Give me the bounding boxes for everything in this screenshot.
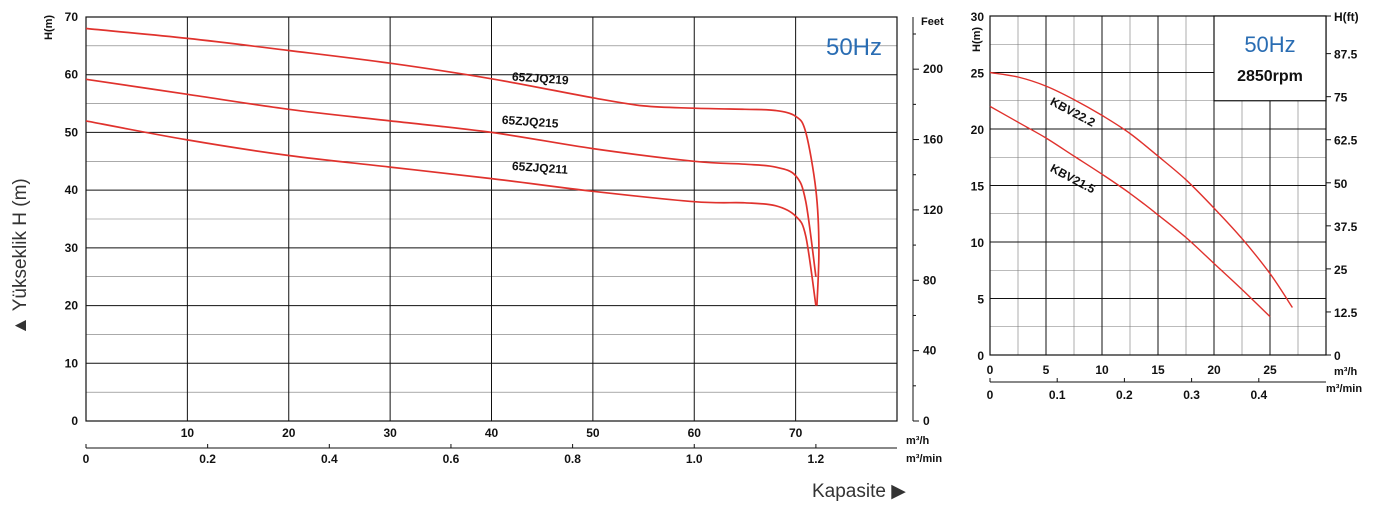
y2-tick-label: 37.5 <box>1334 220 1358 234</box>
y-tick-label: 0 <box>977 349 984 363</box>
x2-tick-label: 0.8 <box>564 452 581 466</box>
y-tick-label: 20 <box>65 299 79 313</box>
x2-tick-label: 1.2 <box>808 452 825 466</box>
y-side-label: ▲ Yükseklik H (m) <box>10 178 31 335</box>
y-tick-label: 10 <box>971 236 985 250</box>
y-tick-label: 25 <box>971 67 985 81</box>
y2-tick-label: H(ft) <box>1334 10 1359 24</box>
y2-tick-label: 62.5 <box>1334 134 1358 148</box>
x2-tick-label: 0 <box>987 388 994 402</box>
y2-tick-label: 40 <box>923 344 937 358</box>
x-unit-top: m³/h <box>1334 366 1358 378</box>
y-tick-label: 50 <box>65 125 79 139</box>
x-side-label: Kapasite ▶ <box>812 481 906 502</box>
x-unit-top: m³/h <box>906 435 930 447</box>
y-tick-label: 10 <box>65 356 79 370</box>
x-tick-label: 10 <box>181 426 195 440</box>
x2-tick-label: 0.1 <box>1049 388 1066 402</box>
x2-tick-label: 0.3 <box>1183 388 1200 402</box>
y-tick-label: 40 <box>65 183 79 197</box>
chart-65zjq: 0 10 20 30 40 50 60 70 10 20 30 40 50 60 70 0 0.2 0.4 0.6 0… <box>43 10 944 466</box>
info-box <box>1213 15 1327 102</box>
plot-frame <box>989 15 1327 356</box>
y-tick-label: 60 <box>65 68 79 82</box>
x-unit-bottom: m³/min <box>906 453 942 465</box>
x-tick-label: 30 <box>383 426 397 440</box>
series-label: 65ZJQ219 <box>512 70 570 88</box>
y2-tick-label: 0 <box>1334 349 1341 363</box>
y2-tick-label: 75 <box>1334 91 1348 105</box>
y2-tick-label: 12.5 <box>1334 306 1358 320</box>
x-tick-label: 50 <box>586 426 600 440</box>
x-tick-label: 25 <box>1263 363 1277 377</box>
series-line <box>989 71 1293 308</box>
chart-kbv: 0 5 10 15 20 25 30 0 5 10 15 20 25 0 0.1 0.2 0.3 0.4 0 12.5… <box>971 10 1363 402</box>
x-unit-bottom: m³/min <box>1326 383 1362 395</box>
series-label: 65ZJQ211 <box>512 159 569 177</box>
y-unit-label: H(m) <box>43 15 55 40</box>
series-line <box>85 27 820 306</box>
x2-tick-label: 0 <box>83 452 90 466</box>
y-tick-label: 20 <box>971 123 985 137</box>
plot-frame <box>85 16 898 422</box>
x-tick-label: 20 <box>282 426 296 440</box>
y-tick-label: 30 <box>971 10 985 24</box>
x2-tick-label: 0.2 <box>1116 388 1133 402</box>
x-tick-label: 5 <box>1043 363 1050 377</box>
x-tick-label: 0 <box>987 363 994 377</box>
y2-tick-label: 50 <box>1334 177 1348 191</box>
freq-label: 50Hz <box>826 34 882 61</box>
x2-tick-label: 1.0 <box>686 452 703 466</box>
x2-tick-label: 0.4 <box>321 452 338 466</box>
x-tick-label: 20 <box>1207 363 1221 377</box>
x2-tick-label: 0.6 <box>443 452 460 466</box>
x-tick-label: 10 <box>1095 363 1109 377</box>
y2-unit-label: Feet <box>921 16 944 28</box>
x2-tick-label: 0.2 <box>199 452 216 466</box>
series-line <box>989 105 1271 318</box>
x2-tick-label: 0.4 <box>1250 388 1267 402</box>
x-tick-label: 15 <box>1151 363 1165 377</box>
freq-label: 50Hz <box>1244 32 1295 57</box>
y-tick-label: 30 <box>65 241 79 255</box>
x-tick-label: 40 <box>485 426 499 440</box>
y2-tick-label: 25 <box>1334 263 1348 277</box>
series-label: 65ZJQ215 <box>501 113 559 131</box>
y2-tick-label: 120 <box>923 203 943 217</box>
y2-tick-label: 0 <box>923 414 930 428</box>
series-line <box>85 120 817 306</box>
y-tick-label: 0 <box>71 414 78 428</box>
y2-tick-label: 87.5 <box>1334 48 1358 62</box>
y2-tick-label: 160 <box>923 133 943 147</box>
x-tick-label: 60 <box>688 426 702 440</box>
series-line <box>85 78 817 277</box>
y-tick-label: 15 <box>971 180 985 194</box>
y-tick-label: 5 <box>977 293 984 307</box>
y2-tick-label: 80 <box>923 273 937 287</box>
rpm-label: 2850rpm <box>1237 68 1303 85</box>
y-tick-label: 70 <box>65 10 79 24</box>
x-tick-label: 70 <box>789 426 803 440</box>
y-unit-label: H(m) <box>971 27 983 52</box>
y2-tick-label: 200 <box>923 62 943 76</box>
